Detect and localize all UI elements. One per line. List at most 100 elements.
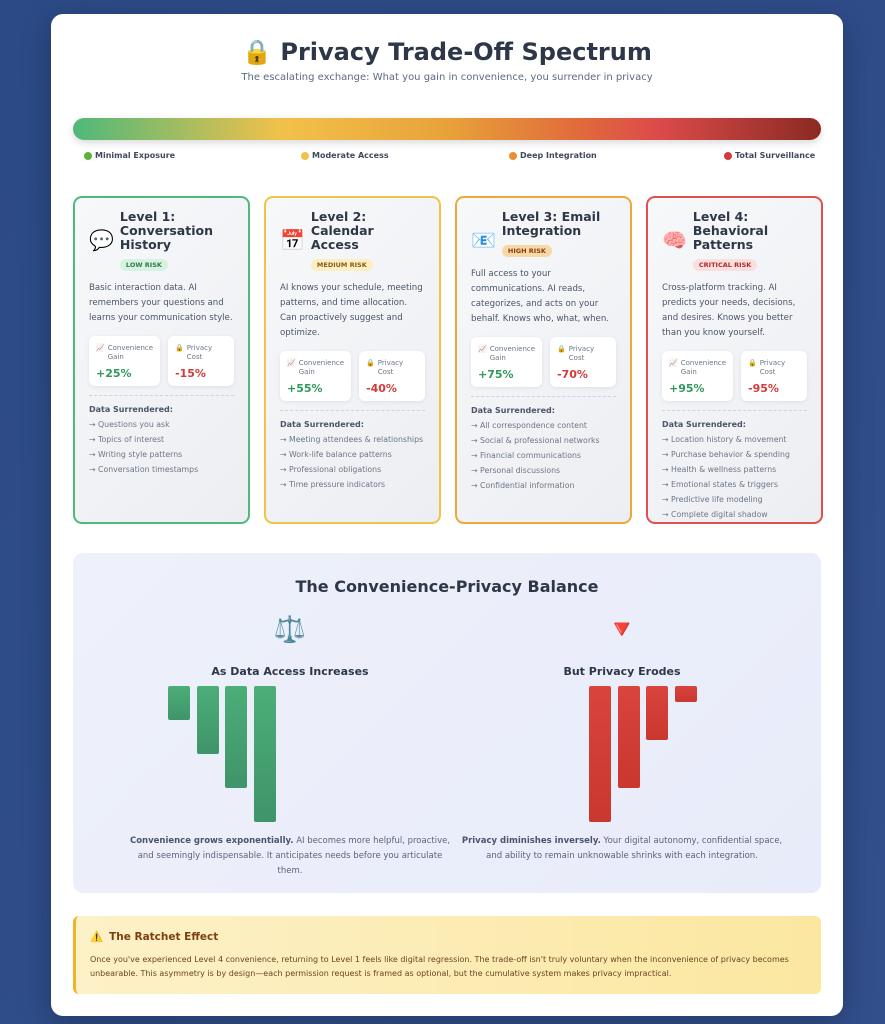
legend-dot-icon <box>301 151 309 160</box>
chart-icon: 📈 <box>96 344 105 352</box>
legend-item: Moderate Access <box>301 151 389 160</box>
data-item-text: All correspondence content <box>480 421 587 430</box>
cost-value: -40% <box>366 382 397 395</box>
legend-dot-icon <box>724 151 732 160</box>
lock-icon: 🔒 <box>242 38 273 66</box>
chart-icon: 📈 <box>669 359 678 367</box>
privacy-text: Privacy diminishes inversely. Your digit… <box>457 834 787 864</box>
convenience-metric: 📈 Convenience Gain +75% <box>471 337 543 387</box>
card-description: Full access to your communications. AI r… <box>471 269 609 324</box>
privacy-metric: 🔒 Privacy Cost -95% <box>741 351 807 401</box>
data-item: → Social & professional networks <box>471 436 600 445</box>
legend-item: Minimal Exposure <box>84 151 175 160</box>
metric-label: Convenience Gain <box>680 359 727 376</box>
divider <box>89 395 234 396</box>
data-surrendered-title: Data Surrendered: <box>280 420 364 429</box>
page-title: 🔒 Privacy Trade-Off Spectrum <box>51 38 843 66</box>
metric-label: Privacy Cost <box>568 345 595 362</box>
metric-label: Convenience Gain <box>489 345 536 362</box>
data-item-text: Confidential information <box>480 481 575 490</box>
data-item: → Meeting attendees & relationships <box>280 435 424 444</box>
legend-dot-icon <box>84 151 92 160</box>
data-item-text: Social & professional networks <box>480 436 600 445</box>
data-item: → Health & wellness patterns <box>662 465 777 474</box>
card-title: Level 3: Email Integration <box>501 209 601 238</box>
convenience-text: Convenience grows exponentially. AI beco… <box>125 834 455 879</box>
data-item: → Predictive life modeling <box>662 495 763 504</box>
card-title: Level 4: Behavioral Patterns <box>692 209 769 252</box>
divider <box>280 410 425 411</box>
data-item-text: Meeting attendees & relationships <box>289 435 424 444</box>
data-item-text: Location history & movement <box>671 435 787 444</box>
cost-value: -70% <box>557 368 588 381</box>
data-item-text: Writing style patterns <box>98 450 183 459</box>
level-card-3: 📧 Level 3: Email Integration HIGH RISK F… <box>455 196 632 524</box>
gain-value: +25% <box>96 367 132 380</box>
risk-badge: MEDIUM RISK <box>310 259 373 271</box>
convenience-title: As Data Access Increases <box>211 665 369 678</box>
chart-icon: 📈 <box>287 359 296 367</box>
data-item-text: Complete digital shadow <box>671 510 768 519</box>
metric-label: Privacy Cost <box>377 359 404 376</box>
data-surrendered-title: Data Surrendered: <box>89 405 173 414</box>
card-description: Basic interaction data. AI remembers you… <box>89 283 233 323</box>
lock-icon: 🔒 <box>557 345 566 353</box>
metric-label: Convenience Gain <box>298 359 345 376</box>
data-item: → Topics of interest <box>89 435 165 444</box>
convenience-bar <box>253 686 276 822</box>
divider <box>471 396 616 397</box>
convenience-metric: 📈 Convenience Gain +55% <box>280 351 352 401</box>
legend-item: Total Surveillance <box>724 151 815 160</box>
privacy-bar <box>674 686 697 703</box>
main-container: 🔒 Privacy Trade-Off Spectrum The escalat… <box>51 14 843 1016</box>
data-surrendered-title: Data Surrendered: <box>471 406 555 415</box>
privacy-title: But Privacy Erodes <box>563 665 681 678</box>
subtitle: The escalating exchange: What you gain i… <box>241 72 653 83</box>
divider <box>662 410 807 411</box>
metric-label: Convenience Gain <box>107 344 154 361</box>
risk-badge: LOW RISK <box>119 259 168 271</box>
convenience-bar <box>196 686 219 754</box>
data-item-text: Emotional states & triggers <box>671 480 778 489</box>
card-description: AI knows your schedule, meeting patterns… <box>280 283 423 338</box>
legend-label: Total Surveillance <box>735 151 816 160</box>
data-item: → Conversation timestamps <box>89 465 199 474</box>
chart-icon: 📈 <box>478 345 487 353</box>
level-icon: 🧠 <box>662 228 687 252</box>
privacy-body: Your digital autonomy, confidential spac… <box>486 836 783 861</box>
level-icon: 📅 <box>280 228 305 252</box>
privacy-bar <box>646 686 668 741</box>
level-card-4: 🧠 Level 4: Behavioral Patterns CRITICAL … <box>646 196 823 524</box>
data-item: → Personal discussions <box>471 466 561 475</box>
balance-section: The Convenience-Privacy Balance ⚖️ As Da… <box>73 553 821 893</box>
legend-label: Minimal Exposure <box>95 151 176 160</box>
data-item: → Confidential information <box>471 481 575 490</box>
data-item-text: Questions you ask <box>98 420 170 429</box>
data-item-text: Work-life balance patterns <box>289 450 392 459</box>
data-item: → Emotional states & triggers <box>662 480 778 489</box>
convenience-bold: Convenience grows exponentially. <box>129 836 294 846</box>
convenience-bar <box>225 686 247 788</box>
data-item-text: Topics of interest <box>98 435 165 444</box>
title-text: Privacy Trade-Off Spectrum <box>280 38 652 66</box>
privacy-metric: 🔒 Privacy Cost -40% <box>359 351 425 401</box>
data-item: → Complete digital shadow <box>662 510 768 519</box>
data-item-text: Purchase behavior & spending <box>671 450 790 459</box>
legend-item: Deep Integration <box>509 151 597 160</box>
ratchet-title: The Ratchet Effect <box>109 930 219 943</box>
cost-value: -95% <box>748 382 779 395</box>
privacy-bar <box>617 686 640 788</box>
data-item-text: Personal discussions <box>480 466 561 475</box>
card-description: Cross-platform tracking. AI predicts you… <box>662 283 796 338</box>
data-item-text: Predictive life modeling <box>671 495 763 504</box>
metric-label: Privacy Cost <box>186 344 213 361</box>
data-item: → Financial communications <box>471 451 581 460</box>
lock-icon: 🔒 <box>748 359 757 367</box>
data-item-text: Health & wellness patterns <box>671 465 777 474</box>
gain-value: +75% <box>478 368 514 381</box>
ratchet-text: Once you've experienced Level 4 convenie… <box>90 955 789 978</box>
privacy-bar <box>589 686 611 822</box>
convenience-column: ⚖️ As Data Access Increases Convenience … <box>125 615 455 879</box>
data-item: → Work-life balance patterns <box>280 450 392 459</box>
privacy-metric: 🔒 Privacy Cost -70% <box>550 337 616 387</box>
